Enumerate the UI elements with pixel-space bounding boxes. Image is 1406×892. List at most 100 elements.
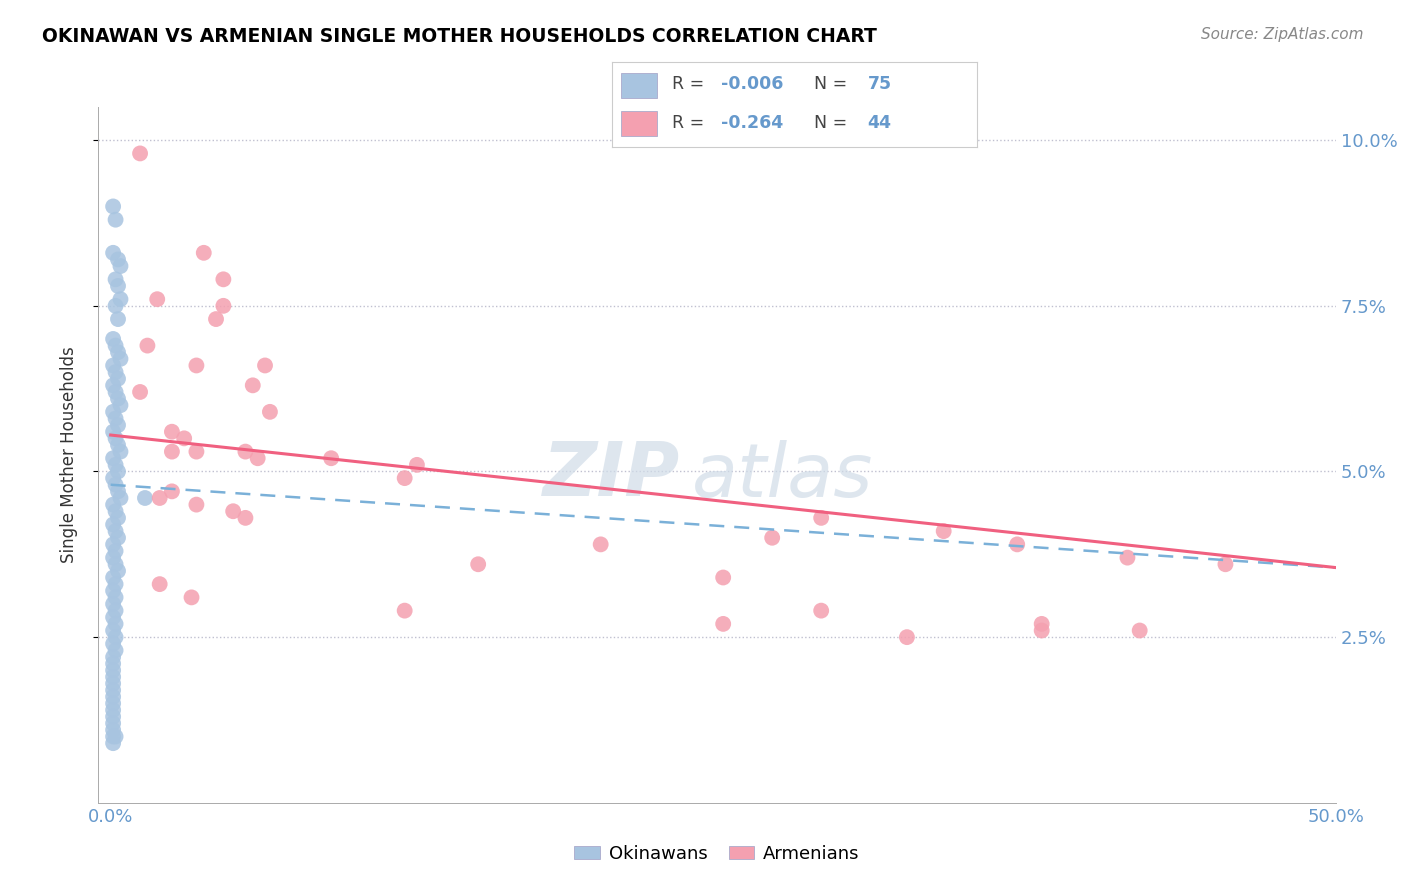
Point (107, 418, 129, 433)
Point (160, 484, 183, 499)
Text: N =: N = (814, 76, 853, 94)
Point (101, 610, 124, 624)
Point (321, 451, 343, 466)
Point (1116, 550, 1139, 565)
FancyBboxPatch shape (621, 111, 658, 136)
Point (101, 378, 124, 392)
Point (160, 425, 183, 439)
Point (711, 570, 734, 584)
Point (101, 709, 124, 723)
Text: R =: R = (672, 114, 710, 132)
Point (110, 444, 132, 458)
Point (101, 570, 124, 584)
Point (160, 444, 183, 458)
Text: 75: 75 (868, 76, 891, 94)
Point (101, 517, 124, 532)
Point (107, 531, 129, 545)
Point (104, 544, 127, 558)
Point (104, 458, 127, 472)
Point (104, 338, 127, 352)
Point (246, 451, 269, 466)
Point (101, 703, 124, 717)
Point (101, 332, 124, 346)
Point (193, 245, 215, 260)
Point (589, 537, 612, 551)
Point (173, 431, 195, 445)
Point (104, 272, 127, 286)
Point (932, 524, 955, 538)
Point (186, 498, 208, 512)
Point (222, 504, 245, 518)
Point (101, 597, 124, 611)
Point (101, 245, 124, 260)
Point (205, 312, 228, 326)
Text: atlas: atlas (692, 440, 873, 512)
Text: 44: 44 (868, 114, 891, 132)
Point (129, 384, 152, 399)
Point (107, 511, 129, 525)
Text: -0.006: -0.006 (721, 76, 783, 94)
Point (136, 338, 159, 352)
Point (1005, 537, 1028, 551)
Point (110, 351, 132, 366)
Point (104, 577, 127, 591)
Point (104, 504, 127, 518)
Legend: Okinawans, Armenians: Okinawans, Armenians (567, 838, 868, 871)
Point (101, 657, 124, 671)
Point (101, 583, 124, 598)
Point (101, 650, 124, 665)
Point (104, 431, 127, 445)
Point (101, 359, 124, 373)
Point (101, 690, 124, 704)
Point (104, 604, 127, 618)
Text: N =: N = (814, 114, 853, 132)
Point (180, 591, 202, 605)
Point (212, 272, 235, 286)
Point (1031, 624, 1053, 638)
Point (104, 365, 127, 379)
Point (104, 477, 127, 491)
Point (101, 716, 124, 731)
Point (235, 511, 257, 525)
Point (186, 359, 208, 373)
Point (110, 491, 132, 505)
Point (242, 378, 264, 392)
Point (107, 564, 129, 578)
Point (101, 405, 124, 419)
Point (107, 465, 129, 479)
Point (1215, 558, 1237, 572)
Point (104, 643, 127, 657)
Point (101, 471, 124, 485)
Text: R =: R = (672, 76, 710, 94)
Point (104, 730, 127, 744)
Point (406, 458, 429, 472)
Point (107, 484, 129, 499)
Point (134, 491, 156, 505)
FancyBboxPatch shape (621, 72, 658, 98)
Point (110, 398, 132, 412)
Point (101, 624, 124, 638)
Point (104, 299, 127, 313)
Text: Source: ZipAtlas.com: Source: ZipAtlas.com (1201, 27, 1364, 42)
Point (101, 199, 124, 213)
Point (107, 279, 129, 293)
Y-axis label: Single Mother Households: Single Mother Households (59, 347, 77, 563)
Point (259, 405, 281, 419)
Point (129, 146, 152, 161)
Point (896, 630, 918, 644)
Point (104, 212, 127, 227)
Point (104, 411, 127, 425)
Point (186, 444, 208, 458)
Point (101, 637, 124, 651)
Point (104, 591, 127, 605)
Point (104, 524, 127, 538)
Point (107, 372, 129, 386)
Point (101, 451, 124, 466)
Point (394, 604, 416, 618)
Point (212, 299, 235, 313)
Point (810, 604, 832, 618)
Point (104, 616, 127, 631)
Point (761, 531, 783, 545)
Point (467, 558, 489, 572)
Point (101, 537, 124, 551)
